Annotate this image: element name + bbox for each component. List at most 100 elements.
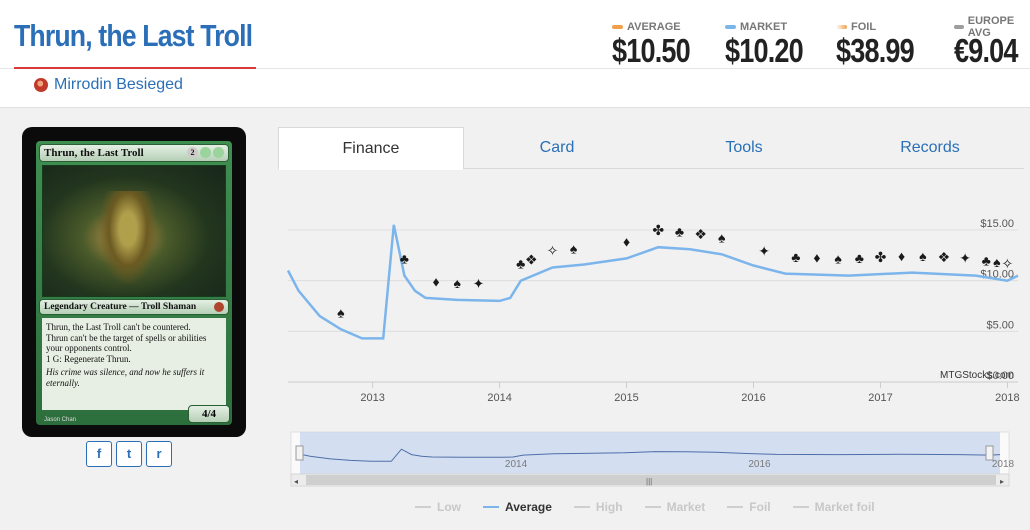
price-europe: EUROPE AVG €9.04 xyxy=(954,15,1030,69)
page-title: Thrun, the Last Troll xyxy=(14,18,253,53)
set-symbol-icon xyxy=(34,78,48,92)
x-tick-label: 2016 xyxy=(741,392,765,404)
navigator-tick-label: 2018 xyxy=(992,459,1015,470)
header-divider xyxy=(0,68,1030,69)
mana-green-icon xyxy=(200,147,211,158)
reddit-share-button[interactable]: r xyxy=(146,441,172,467)
set-release-icon: ♣ xyxy=(982,252,991,268)
navigator-selection xyxy=(300,432,1000,474)
tab-bar: Finance Card Tools Records xyxy=(278,127,1024,170)
price-value: $10.20 xyxy=(725,32,804,69)
price-value: €9.04 xyxy=(954,32,1018,69)
market-swatch xyxy=(725,25,736,29)
flavor-text: His crime was silence, and now he suffer… xyxy=(46,367,205,388)
x-tick-label: 2018 xyxy=(995,392,1019,404)
mana-green-icon xyxy=(213,147,224,158)
page-header: Thrun, the Last Troll Mirrodin Besieged … xyxy=(0,0,1030,108)
set-release-icon: ♦ xyxy=(813,250,820,266)
foil-swatch xyxy=(836,25,847,29)
set-release-icon: ♦ xyxy=(623,233,630,249)
chart-watermark: MTGStocks.com xyxy=(940,370,1014,381)
price-chart[interactable]: $15.00 $10.00 $5.00 $0.00 2013 2014 2015 2016 2… xyxy=(278,170,1024,530)
europe-swatch xyxy=(954,25,964,29)
price-summary: AVERAGE $10.50 MARKET $10.20 FOIL $38.99… xyxy=(0,15,1030,70)
navigator-series-line xyxy=(299,448,1001,462)
x-tick-label: 2017 xyxy=(868,392,892,404)
card-type-bar: Legendary Creature — Troll Shaman xyxy=(39,299,229,315)
navigator-tick-label: 2014 xyxy=(505,459,528,470)
card-artwork xyxy=(42,165,226,297)
set-link[interactable]: Mirrodin Besieged xyxy=(54,76,183,93)
title-underline xyxy=(14,67,256,69)
mana-cost: 2 xyxy=(187,147,224,158)
set-release-icon: ♠ xyxy=(337,304,345,320)
scrollbar-grip-icon: ||| xyxy=(646,477,652,486)
set-release-icon: ♠ xyxy=(718,229,726,245)
set-release-icon: ♣ xyxy=(516,256,525,272)
set-release-icon: ✦ xyxy=(473,275,485,291)
price-label: FOIL xyxy=(851,21,877,33)
rules-line: 1 G: Regenerate Thrun. xyxy=(46,353,131,364)
set-release-icon: ♣ xyxy=(855,250,864,266)
card-rules-box: Thrun, the Last Troll can't be countered… xyxy=(42,318,226,410)
troll-figure xyxy=(98,191,158,286)
set-release-icon: ♣ xyxy=(400,251,409,267)
set-release-icon: ♣ xyxy=(791,249,800,265)
tab-finance[interactable]: Finance xyxy=(278,127,464,170)
legend-low[interactable]: Low xyxy=(415,500,461,514)
x-tick-label: 2014 xyxy=(487,392,511,404)
legend-market[interactable]: Market xyxy=(644,500,705,514)
card-name-bar: Thrun, the Last Troll 2 xyxy=(39,144,229,162)
scroll-left-icon: ◂ xyxy=(294,477,298,486)
price-average: AVERAGE $10.50 xyxy=(612,20,707,68)
set-symbol-icon xyxy=(214,302,224,312)
average-swatch xyxy=(612,25,623,29)
set-release-icon: ✧ xyxy=(547,242,559,258)
facebook-share-button[interactable]: f xyxy=(86,441,112,467)
price-label: EUROPE AVG xyxy=(967,15,1015,39)
tab-card[interactable]: Card xyxy=(539,139,575,156)
set-release-icon: ♦ xyxy=(898,248,905,264)
tab-records[interactable]: Records xyxy=(900,139,960,156)
card-type-line: Legendary Creature — Troll Shaman xyxy=(44,302,197,312)
set-release-icon: ✧ xyxy=(1002,256,1014,272)
set-release-icon: ❖ xyxy=(525,251,538,267)
legend-market-foil[interactable]: Market foil xyxy=(792,500,875,514)
price-value: $10.50 xyxy=(612,32,691,69)
power-toughness: 4/4 xyxy=(188,405,230,423)
average-series-line xyxy=(286,224,1019,340)
legend-foil[interactable]: Foil xyxy=(727,500,771,514)
set-release-icon: ✤ xyxy=(875,249,887,265)
x-tick-label: 2013 xyxy=(360,392,384,404)
navigator-tick-label: 2016 xyxy=(748,459,771,470)
navigator-handle-right xyxy=(985,445,994,461)
set-release-icon: ❖ xyxy=(694,226,707,242)
scroll-right-icon: ▸ xyxy=(1000,477,1004,486)
price-chart-svg[interactable]: $15.00$10.00$5.00$0.00 2013 2014 2015 2016 2… xyxy=(278,170,1024,500)
set-release-icon: ✦ xyxy=(959,250,971,266)
legend-high[interactable]: High xyxy=(573,500,623,514)
y-tick-label: $15.00 xyxy=(980,218,1014,230)
set-release-icon: ✤ xyxy=(652,222,664,238)
set-link-row[interactable]: Mirrodin Besieged xyxy=(34,76,183,94)
set-release-icon: ♠ xyxy=(454,275,462,291)
legend-average[interactable]: Average xyxy=(483,500,552,514)
rules-line: Thrun can't be the target of spells or a… xyxy=(46,332,207,354)
price-label: MARKET xyxy=(740,21,788,33)
price-value: $38.99 xyxy=(836,32,915,69)
card-name: Thrun, the Last Troll xyxy=(44,147,144,159)
tab-tools[interactable]: Tools xyxy=(725,139,763,156)
set-release-icon: ♠ xyxy=(993,254,1001,270)
price-label: AVERAGE xyxy=(627,21,681,33)
card-image[interactable]: Thrun, the Last Troll 2 Legendary Creatu… xyxy=(22,127,246,437)
set-release-icon: ♠ xyxy=(919,248,927,264)
navigator-scrollbar-thumb xyxy=(306,475,996,485)
set-release-icon: ✦ xyxy=(758,243,770,259)
x-tick-label: 2015 xyxy=(614,392,638,404)
price-market: MARKET $10.20 xyxy=(725,20,820,68)
set-release-icon: ♠ xyxy=(570,240,578,256)
set-release-icon: ❖ xyxy=(938,249,951,265)
twitter-share-button[interactable]: t xyxy=(116,441,142,467)
set-release-icon: ♣ xyxy=(675,224,684,240)
share-buttons: f t r xyxy=(86,441,172,467)
